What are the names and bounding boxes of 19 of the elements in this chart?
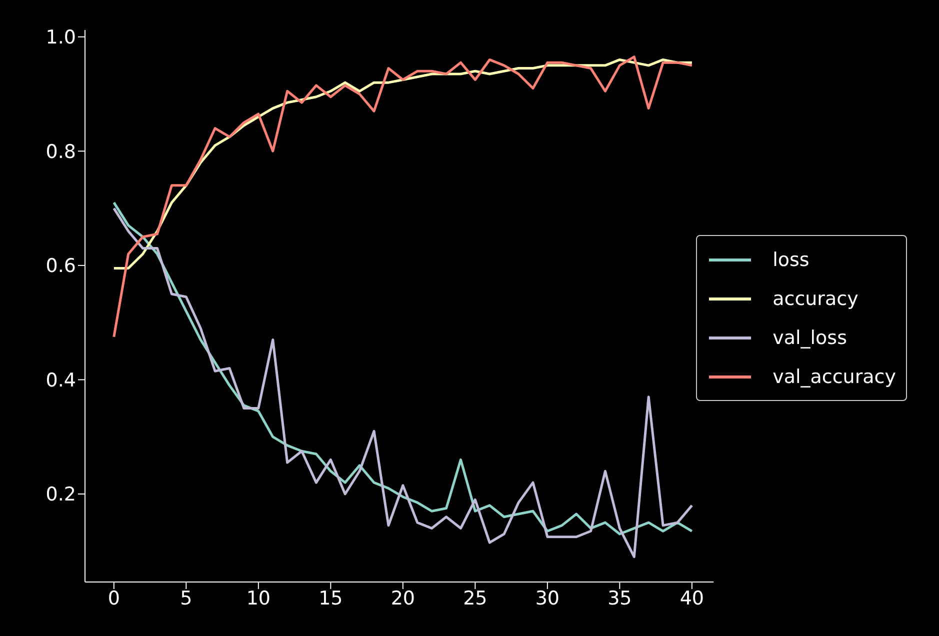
x-tick-label: 10 — [246, 587, 271, 610]
x-tick-label: 0 — [108, 587, 120, 610]
line-series — [112, 56, 694, 338]
x-tick-label: 25 — [463, 587, 488, 610]
legend-label: accuracy — [772, 288, 858, 310]
x-tick-label: 30 — [535, 587, 560, 610]
y-tick-label: 0.4 — [46, 369, 76, 392]
legend-label: val_accuracy — [772, 366, 896, 388]
y-tick-label: 0.6 — [46, 255, 76, 278]
legend-label: val_loss — [772, 326, 847, 348]
y-tick-label: 0.8 — [46, 140, 76, 163]
y-tick-label: 1.0 — [46, 26, 76, 49]
x-tick-label: 5 — [180, 587, 192, 610]
legend-label: loss — [772, 248, 810, 270]
x-tick-label: 20 — [390, 587, 416, 610]
x-tick-label: 35 — [608, 587, 632, 610]
x-tick-label: 40 — [680, 587, 704, 610]
x-tick-label: 15 — [318, 587, 343, 610]
y-tick-label: 0.2 — [46, 484, 76, 506]
